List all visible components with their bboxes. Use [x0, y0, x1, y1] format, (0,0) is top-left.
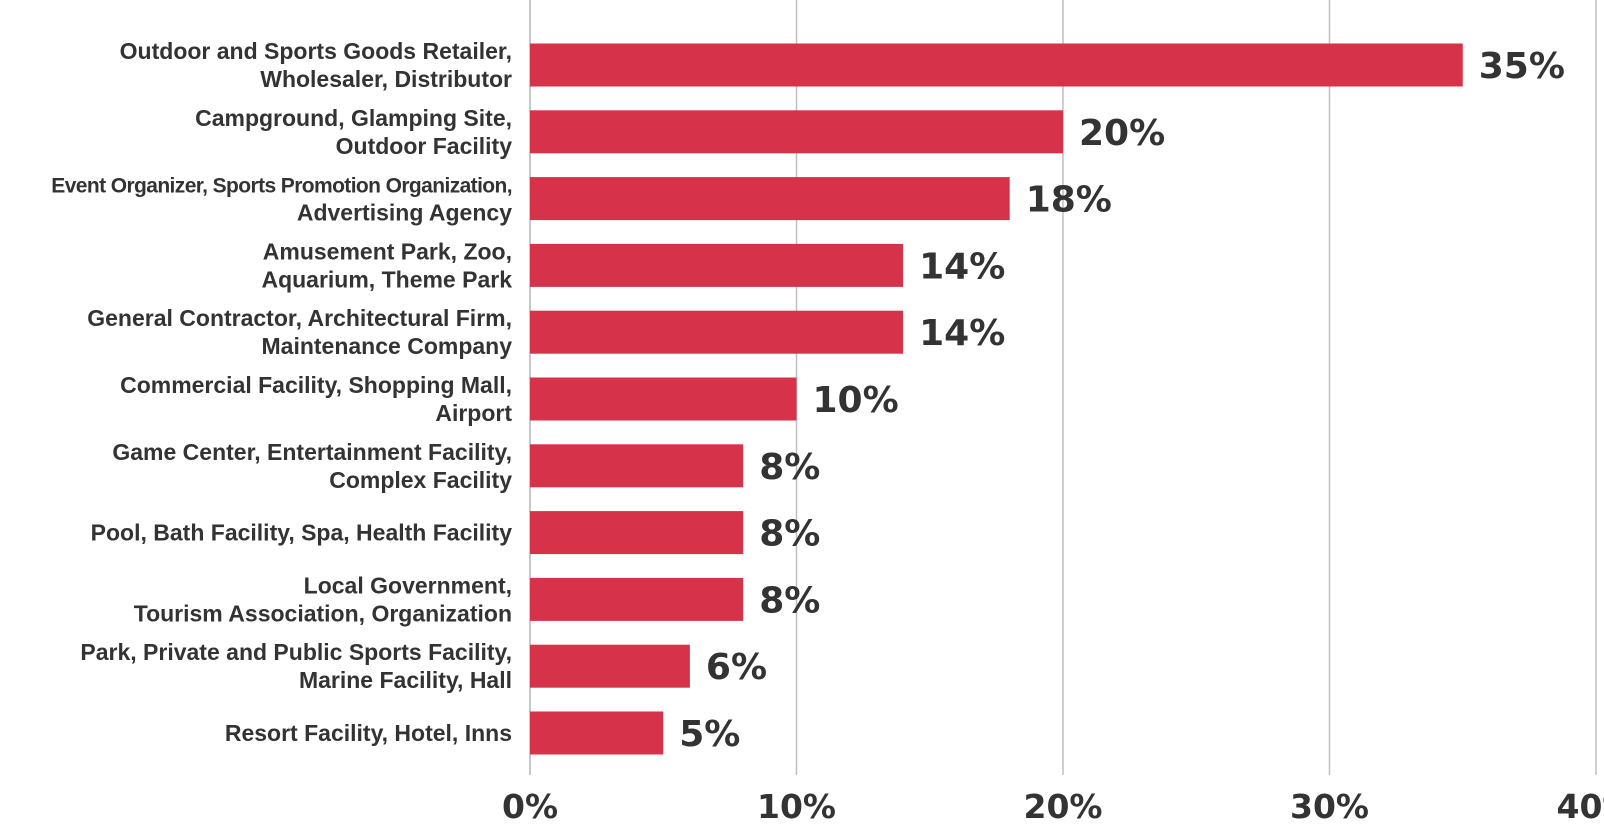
bar-6 [530, 444, 744, 488]
category-label: Complex Facility [329, 467, 512, 493]
category-labels: Outdoor and Sports Goods Retailer,Wholes… [51, 38, 512, 746]
bar-5 [530, 377, 797, 421]
x-tick-label: 0% [502, 787, 558, 824]
category-label: Outdoor Facility [336, 133, 513, 159]
x-tick-label: 30% [1290, 787, 1369, 824]
category-label: Outdoor and Sports Goods Retailer, [120, 38, 512, 64]
bar-9 [530, 644, 690, 688]
x-tick-label: 40% [1557, 787, 1604, 824]
category-label: Tourism Association, Organization [134, 600, 512, 626]
category-label: Advertising Agency [297, 200, 512, 226]
category-label: Resort Facility, Hotel, Inns [225, 720, 512, 746]
category-label: Airport [435, 400, 512, 426]
value-label: 8% [759, 514, 820, 555]
category-label: Park, Private and Public Sports Facility… [80, 639, 512, 665]
category-label: Event Organizer, Sports Promotion Organi… [51, 175, 512, 198]
value-label: 5% [679, 714, 740, 755]
bar-0 [530, 43, 1463, 87]
category-label: Local Government, [304, 572, 512, 598]
x-tick-label: 20% [1024, 787, 1103, 824]
bars [530, 43, 1463, 755]
category-label: Aquarium, Theme Park [261, 266, 512, 292]
value-label: 6% [706, 647, 767, 688]
category-label: Commercial Facility, Shopping Mall, [120, 372, 512, 398]
value-label: 10% [813, 380, 899, 421]
value-label: 8% [759, 580, 820, 621]
bar-7 [530, 511, 744, 555]
value-label: 35% [1479, 46, 1565, 87]
value-label: 14% [919, 246, 1005, 287]
category-label: Wholesaler, Distributor [260, 66, 512, 92]
category-label: Campground, Glamping Site, [195, 105, 512, 131]
value-label: 20% [1079, 113, 1165, 154]
x-axis-ticks: 0% 10% 20% 30% 40% [502, 787, 1604, 824]
bar-1 [530, 110, 1063, 154]
value-label: 8% [759, 447, 820, 488]
bar-3 [530, 243, 904, 287]
category-label: General Contractor, Architectural Firm, [87, 305, 512, 331]
category-label: Pool, Bath Facility, Spa, Health Facilit… [91, 520, 513, 546]
bar-10 [530, 711, 664, 755]
x-tick-label: 10% [757, 787, 836, 824]
value-label: 14% [919, 313, 1005, 354]
category-label: Marine Facility, Hall [299, 667, 512, 693]
bar-2 [530, 177, 1010, 221]
category-label: Amusement Park, Zoo, [263, 238, 512, 264]
value-labels: 35% 20% 18% 14% 14% 10% 8% 8% 8% 6% 5% [679, 46, 1565, 755]
value-label: 18% [1026, 180, 1112, 221]
category-label: Maintenance Company [262, 333, 513, 359]
bar-4 [530, 310, 904, 354]
category-label: Game Center, Entertainment Facility, [112, 439, 512, 465]
bar-8 [530, 577, 744, 621]
